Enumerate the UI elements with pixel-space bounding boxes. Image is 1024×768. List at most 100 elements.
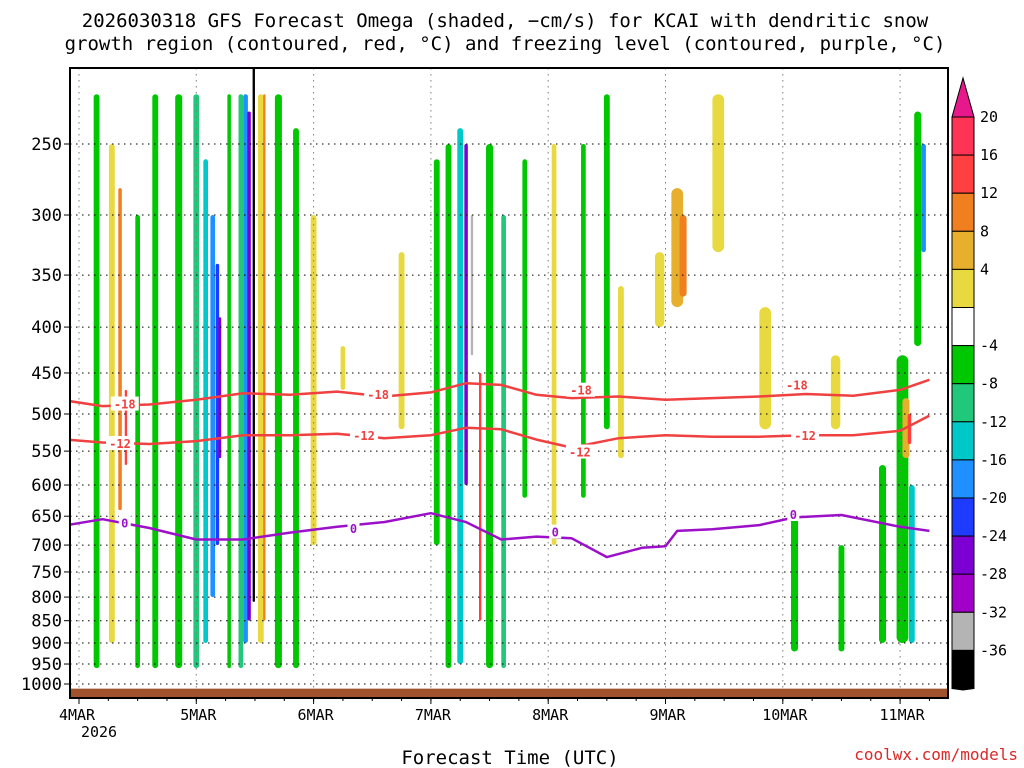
omega-cell [830, 355, 841, 430]
omega-cell [759, 307, 772, 430]
colorbar-label: -12 [980, 413, 1007, 431]
y-tick-label: 500 [31, 405, 62, 425]
title-line-1: 2026030318 GFS Forecast Omega (shaded, −… [82, 10, 929, 32]
omega-cell [914, 111, 922, 347]
omega-cell [603, 94, 610, 430]
omega-cell [274, 94, 282, 669]
omega-cell [257, 94, 264, 643]
omega-shading [93, 68, 926, 669]
colorbar-swatch [951, 421, 975, 461]
x-tick-label: 6MAR [298, 706, 335, 724]
omega-cell [252, 68, 255, 602]
contour-label: -18 [570, 384, 592, 398]
omega-cell [203, 159, 209, 643]
colorbar-label: -16 [980, 451, 1007, 469]
omega-cell [907, 414, 912, 444]
x-tick-label: 5MAR [180, 706, 217, 724]
contour-label-bg [364, 386, 393, 401]
omega-cell [908, 485, 915, 643]
omega-cell [445, 144, 452, 669]
omega-cell [152, 94, 159, 669]
colorbar-label: 16 [980, 146, 998, 164]
colorbar-label: -4 [980, 337, 998, 355]
colorbar-swatch [951, 611, 975, 651]
omega-cell [921, 144, 926, 253]
credit-link[interactable]: coolwx.com/models [854, 745, 1018, 764]
y-tick-label: 600 [31, 476, 62, 496]
omega-cell [878, 465, 887, 643]
colorbar-swatch [951, 573, 975, 613]
contour-label: 0 [350, 522, 357, 536]
omega-cell [398, 252, 405, 430]
colorbar-swatch [951, 345, 975, 385]
x-tick-label: 4MAR [59, 706, 96, 724]
omega-cell [838, 545, 845, 652]
omega-cell [470, 215, 474, 356]
contour-label-bg [565, 444, 594, 459]
contour-label-bg [782, 377, 811, 392]
colorbar-swatch [951, 535, 975, 575]
contour-label: -18 [114, 398, 136, 412]
colorbar-label: 8 [980, 222, 989, 240]
omega-cell [210, 215, 216, 598]
y-tick-label: 650 [31, 507, 62, 527]
y-tick-label: 750 [31, 563, 62, 583]
contour-label: -18 [367, 388, 389, 402]
colorbar-swatch [951, 192, 975, 232]
dgz-top-contour [70, 378, 930, 408]
y-tick-label: 300 [31, 206, 62, 226]
contour-label-bg [791, 427, 820, 442]
omega-cell [247, 111, 251, 621]
surface-layer [71, 688, 947, 697]
omega-cell [501, 215, 506, 669]
omega-cell [486, 144, 494, 669]
omega-cell [243, 94, 248, 643]
y-tick-label: 400 [31, 318, 62, 338]
omega-cell [551, 144, 557, 546]
grid-lines [70, 68, 948, 698]
contour-label: -12 [794, 429, 816, 443]
omega-cell [679, 215, 687, 297]
x-tick-label: 7MAR [415, 706, 452, 724]
omega-cell [433, 159, 440, 546]
contour-label-bg [110, 396, 139, 411]
omega-cell [118, 188, 122, 511]
y-tick-label: 700 [31, 536, 62, 556]
colorbar-label: -20 [980, 489, 1007, 507]
omega-cell [617, 286, 624, 459]
omega-cell [522, 159, 528, 498]
omega-cell [791, 516, 799, 652]
omega-cell [227, 94, 231, 669]
contour-label-bg [106, 435, 135, 450]
omega-cell [464, 144, 468, 486]
omega-cell [218, 317, 222, 459]
contour-label-bg [350, 427, 379, 442]
omega-cell [581, 144, 586, 498]
contour-label-bg [347, 521, 360, 536]
contour-label: 0 [121, 516, 128, 530]
y-tick-label: 950 [31, 655, 62, 675]
y-tick-label: 250 [31, 135, 62, 155]
omega-cell [175, 94, 183, 669]
omega-cell [263, 94, 266, 621]
y-tick-label: 850 [31, 612, 62, 632]
colorbar-label: -32 [980, 603, 1007, 621]
colorbar-label: -36 [980, 641, 1007, 659]
omega-cell [478, 372, 482, 621]
y-tick-label: 1000 [21, 675, 62, 695]
colorbar-label: -8 [980, 375, 998, 393]
colorbar-swatch [951, 383, 975, 423]
x-tick-label: 10MAR [762, 706, 808, 724]
x-tick-label: 11MAR [880, 706, 926, 724]
omega-cell [293, 128, 299, 669]
y-axis: 2503003504004505005506006507007508008509… [21, 135, 70, 695]
y-tick-label: 550 [31, 442, 62, 462]
x-tick-year-label: 2026 [81, 723, 117, 741]
colorbar-swatch [951, 459, 975, 499]
colorbar: 20 16 12 8 4 -4 -8 -12 -16 -20 -24 -28 -32 -36 [951, 76, 1007, 691]
colorbar-swatch [951, 268, 975, 308]
omega-cell [457, 128, 464, 665]
contour-label-bg [787, 506, 800, 521]
